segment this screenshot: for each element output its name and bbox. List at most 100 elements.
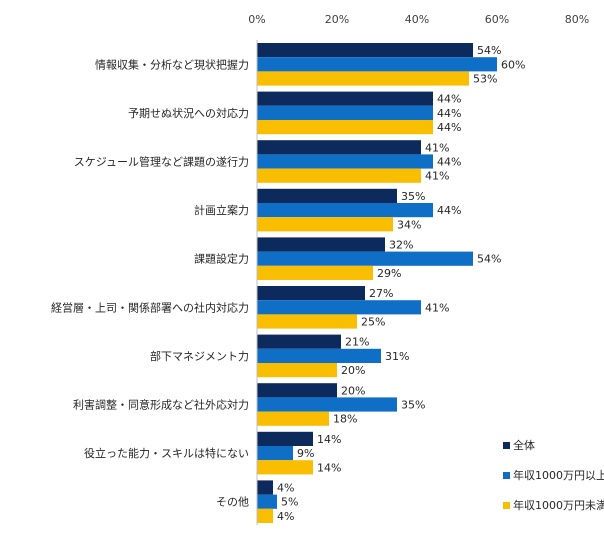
data-label-1-series-2: 44% <box>437 121 461 134</box>
data-label-9-series-1: 5% <box>281 496 298 509</box>
data-label-2-series-2: 41% <box>425 170 449 183</box>
x-tick-label-60: 60% <box>485 13 509 26</box>
bar-1-series-2 <box>257 120 433 135</box>
bar-9-series-1 <box>257 494 277 509</box>
legend-item-1: 年収1000万円以上 <box>503 468 604 482</box>
bar-2-series-2 <box>257 168 421 183</box>
bar-group-7 <box>257 383 397 426</box>
bars <box>257 43 497 523</box>
x-axis-ticks: 0% 20% 40% 60% 80% <box>248 13 589 26</box>
data-label-2-series-1: 44% <box>437 156 461 169</box>
legend-label-1: 年収1000万円以上 <box>513 468 604 482</box>
data-label-7-series-1: 35% <box>401 399 425 412</box>
bar-7-series-1 <box>257 397 397 412</box>
bar-3-series-1 <box>257 203 433 218</box>
bar-group-4 <box>257 237 473 280</box>
bar-5-series-2 <box>257 314 357 329</box>
data-label-2-series-0: 41% <box>425 141 449 154</box>
data-label-7-series-0: 20% <box>341 384 365 397</box>
bar-2-series-1 <box>257 154 433 169</box>
bar-4-series-2 <box>257 265 373 280</box>
bar-group-2 <box>257 140 433 183</box>
data-label-3-series-1: 44% <box>437 204 461 217</box>
bar-1-series-1 <box>257 105 433 120</box>
bar-6-series-0 <box>257 334 341 349</box>
category-label-7: 利害調整・同意形成など社外応対力 <box>73 398 249 412</box>
data-label-4-series-0: 32% <box>389 239 413 252</box>
bar-4-series-0 <box>257 237 385 252</box>
bar-7-series-0 <box>257 383 337 398</box>
data-label-3-series-0: 35% <box>401 190 425 203</box>
legend-label-0: 全体 <box>513 438 535 452</box>
category-labels: 情報収集・分析など現状把握力予期せぬ状況への対応力スケジュール管理など課題の遂行… <box>51 57 249 508</box>
bar-1-series-0 <box>257 91 433 106</box>
bar-6-series-1 <box>257 348 381 363</box>
legend-label-2: 年収1000万円未満 <box>513 498 604 512</box>
data-label-5-series-2: 25% <box>361 316 385 329</box>
bar-group-8 <box>257 431 313 475</box>
bar-group-5 <box>257 286 421 329</box>
data-label-8-series-1: 9% <box>297 447 314 460</box>
category-label-1: 予期せぬ状況への対応力 <box>128 106 249 120</box>
bar-group-1 <box>257 91 433 135</box>
data-label-6-series-1: 31% <box>385 350 409 363</box>
data-label-9-series-0: 4% <box>277 482 294 495</box>
data-label-6-series-2: 20% <box>341 364 365 377</box>
x-tick-label-20: 20% <box>325 13 349 26</box>
category-label-3: 計画立案力 <box>194 203 249 217</box>
bar-9-series-2 <box>257 508 273 523</box>
bar-7-series-2 <box>257 411 329 426</box>
data-label-4-series-1: 54% <box>477 253 501 266</box>
data-label-0-series-0: 54% <box>477 44 501 57</box>
data-label-0-series-1: 60% <box>501 58 525 71</box>
data-label-1-series-1: 44% <box>437 107 461 120</box>
bar-group-9 <box>257 480 277 523</box>
bar-8-series-0 <box>257 431 313 446</box>
category-label-6: 部下マネジメント力 <box>150 349 249 363</box>
data-label-6-series-0: 21% <box>345 336 369 349</box>
category-label-2: スケジュール管理など課題の遂行力 <box>74 155 249 169</box>
bar-0-series-2 <box>257 71 469 86</box>
category-label-9: その他 <box>216 496 249 509</box>
legend-item-2: 年収1000万円未満 <box>503 498 604 512</box>
bar-0-series-0 <box>257 43 473 58</box>
bar-group-0 <box>257 43 497 86</box>
data-label-7-series-2: 18% <box>333 413 357 426</box>
bar-3-series-2 <box>257 217 393 232</box>
bar-8-series-1 <box>257 446 293 461</box>
legend-swatch-2 <box>503 502 510 509</box>
data-label-8-series-2: 14% <box>317 461 341 474</box>
data-label-1-series-0: 44% <box>437 93 461 106</box>
bar-2-series-0 <box>257 140 421 155</box>
category-label-0: 情報収集・分析など現状把握力 <box>95 57 249 71</box>
data-labels: 54%60%53%44%44%44%41%44%41%35%44%34%32%5… <box>277 44 525 523</box>
bar-4-series-1 <box>257 251 473 266</box>
bar-8-series-2 <box>257 460 313 475</box>
bar-0-series-1 <box>257 57 497 72</box>
bar-group-6 <box>257 334 381 378</box>
bar-9-series-0 <box>257 480 273 495</box>
category-label-5: 経営層・上司・関係部署への社内対応力 <box>51 300 249 314</box>
category-label-4: 課題設定力 <box>194 252 249 266</box>
legend-item-0: 全体 <box>503 438 535 452</box>
bar-5-series-0 <box>257 286 365 301</box>
bar-5-series-1 <box>257 300 421 315</box>
x-tick-label-80: 80% <box>565 13 589 26</box>
legend-swatch-1 <box>503 472 510 479</box>
bar-6-series-2 <box>257 363 337 378</box>
bar-group-3 <box>257 188 433 232</box>
data-label-0-series-2: 53% <box>473 73 497 86</box>
legend-swatch-0 <box>503 442 510 449</box>
data-label-5-series-0: 27% <box>369 287 393 300</box>
bar-3-series-0 <box>257 188 397 203</box>
data-label-4-series-2: 29% <box>377 267 401 280</box>
data-label-5-series-1: 41% <box>425 301 449 314</box>
x-tick-label-40: 40% <box>405 13 429 26</box>
x-tick-label-0: 0% <box>248 13 265 26</box>
data-label-9-series-2: 4% <box>277 510 294 523</box>
data-label-8-series-0: 14% <box>317 433 341 446</box>
category-label-8: 役立った能力・スキルは特にない <box>84 446 249 460</box>
